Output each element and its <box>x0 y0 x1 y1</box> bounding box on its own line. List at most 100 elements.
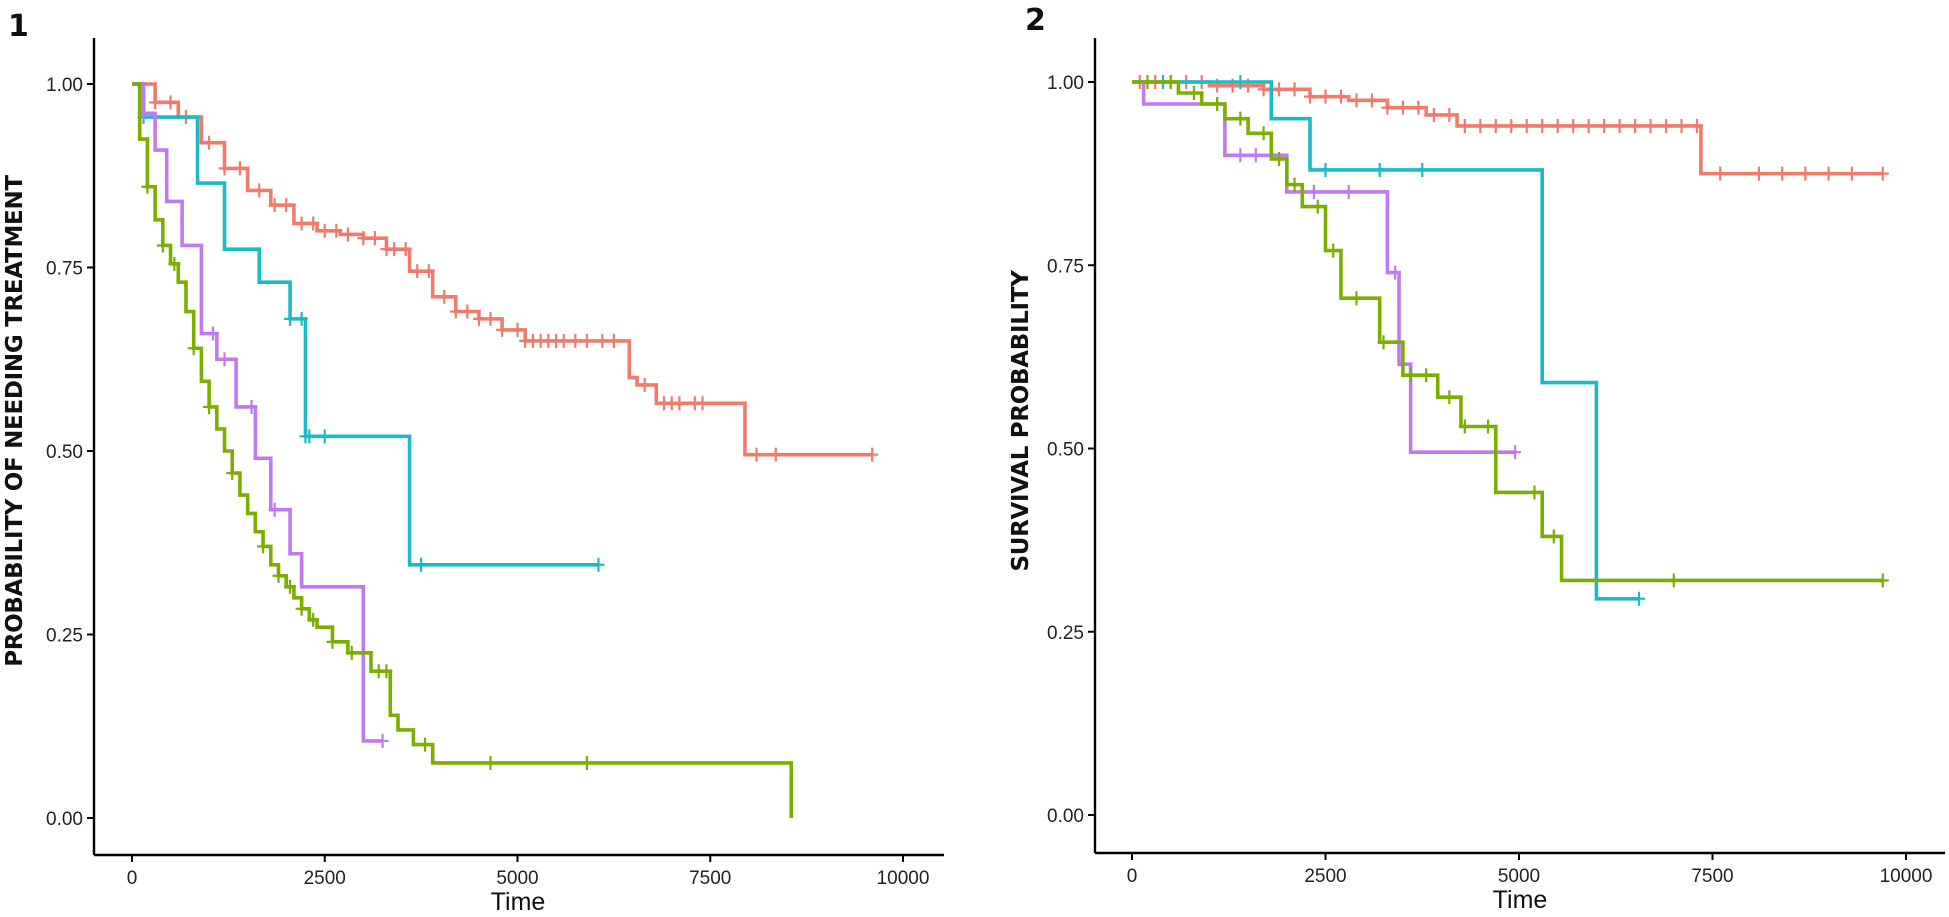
censor-mark-red <box>1520 118 1533 133</box>
censor-mark-green <box>1311 199 1324 214</box>
censor-mark-purple <box>376 733 389 748</box>
x-tick-label: 7500 <box>689 868 731 889</box>
censor-mark-red <box>1365 93 1378 108</box>
censor-mark-red <box>1644 118 1657 133</box>
censor-mark-red <box>1319 89 1332 104</box>
censor-mark-red <box>1551 118 1564 133</box>
censor-mark-red <box>253 183 266 198</box>
censor-mark-cyan <box>1234 75 1247 89</box>
censor-mark-red <box>1845 166 1858 181</box>
censor-mark-cyan <box>303 429 316 444</box>
censor-mark-green <box>1876 573 1889 588</box>
censor-mark-green <box>1404 368 1417 383</box>
x-axis-title: Time <box>1493 886 1548 914</box>
censor-mark-red <box>769 447 782 462</box>
censor-mark-red <box>1288 82 1301 97</box>
censor-mark-green <box>1187 85 1200 100</box>
censor-mark-red <box>1598 118 1611 133</box>
censor-mark-cyan <box>1632 591 1645 606</box>
y-tick-label: 1.00 <box>46 75 83 96</box>
censor-mark-red <box>673 396 686 411</box>
censor-mark-green <box>156 238 169 253</box>
censor-mark-red <box>368 231 381 246</box>
y-tick-label: 0.75 <box>1047 256 1084 277</box>
x-tick-label: 5000 <box>1498 866 1540 887</box>
censor-mark-green <box>484 755 497 770</box>
y-tick-label: 0.75 <box>46 259 83 280</box>
panel-label: 1 <box>8 9 29 44</box>
censor-mark-red <box>596 333 609 348</box>
y-tick-label: 0.50 <box>46 442 83 463</box>
censor-mark-red <box>1474 118 1487 133</box>
censor-mark-purple <box>245 399 258 414</box>
censor-mark-red <box>1876 166 1889 181</box>
y-tick-label: 0.25 <box>46 626 83 647</box>
km-curve-purple <box>132 82 383 743</box>
censor-mark-red <box>1350 93 1363 108</box>
censor-mark-red <box>461 304 474 319</box>
censor-mark-green <box>1547 529 1560 544</box>
censor-mark-green <box>1234 111 1247 126</box>
censor-mark-green <box>1327 243 1340 258</box>
censor-mark-red <box>1822 166 1835 181</box>
censor-mark-green <box>168 256 181 271</box>
x-tick-label: 0 <box>127 868 138 889</box>
censor-mark-red <box>1691 118 1704 133</box>
censor-mark-red <box>1629 118 1642 133</box>
censor-mark-red <box>164 95 177 110</box>
censor-mark-green <box>1211 96 1224 111</box>
censor-mark-red <box>307 216 320 231</box>
censor-mark-red <box>1273 82 1286 97</box>
censor-mark-purple <box>268 502 281 517</box>
censor-mark-red <box>330 223 343 238</box>
censor-mark-green <box>257 539 270 554</box>
km-curve-green <box>132 82 794 818</box>
censor-mark-red <box>557 333 570 348</box>
censor-mark-green <box>141 179 154 194</box>
y-tick-label: 1.00 <box>1047 73 1084 94</box>
censor-mark-red <box>496 322 509 337</box>
x-tick-label: 10000 <box>1880 866 1933 887</box>
censor-mark-red <box>1458 118 1471 133</box>
censor-mark-purple <box>1249 148 1262 163</box>
censor-mark-red <box>1427 107 1440 122</box>
x-tick-label: 2500 <box>304 868 346 889</box>
censor-mark-red <box>233 161 246 176</box>
x-tick-label: 0 <box>1127 866 1138 887</box>
censor-mark-purple <box>1234 148 1247 163</box>
censor-mark-green <box>1482 419 1495 434</box>
censor-mark-cyan <box>1319 162 1332 177</box>
censor-mark-red <box>411 264 424 279</box>
censor-mark-green <box>1528 485 1541 500</box>
censor-mark-green <box>1288 177 1301 192</box>
censor-mark-red <box>1304 89 1317 104</box>
censor-mark-red <box>295 216 308 231</box>
censor-mark-green <box>1164 75 1177 89</box>
censor-mark-red <box>1443 107 1456 122</box>
censor-mark-red <box>1536 118 1549 133</box>
censor-mark-green <box>345 645 358 660</box>
censor-mark-cyan <box>415 557 428 572</box>
censor-mark-green <box>1420 368 1433 383</box>
censor-mark-red <box>1489 118 1502 133</box>
censor-mark-red <box>1505 118 1518 133</box>
panel-survival: 2 SURVIVAL PROBABILITY Time 0.00 0.25 0.50… <box>1008 3 1945 914</box>
x-tick-label: 7500 <box>1691 866 1733 887</box>
censor-mark-green <box>380 664 393 679</box>
censor-mark-red <box>268 198 281 213</box>
censor-mark-red <box>1567 118 1580 133</box>
censor-mark-green <box>1350 291 1363 306</box>
censor-mark-red <box>218 161 231 176</box>
censor-mark-red <box>388 242 401 257</box>
censor-mark-red <box>580 333 593 348</box>
censor-mark-red <box>399 242 412 257</box>
censor-mark-cyan <box>1416 162 1429 177</box>
y-axis-title: SURVIVAL PROBABILITY <box>1008 270 1034 572</box>
censor-mark-red <box>1582 118 1595 133</box>
censor-mark-purple <box>1389 265 1402 280</box>
censor-mark-red <box>511 322 524 337</box>
y-tick-label: 0.50 <box>1047 440 1084 461</box>
censor-mark-red <box>341 227 354 242</box>
censor-mark-green <box>1667 573 1680 588</box>
